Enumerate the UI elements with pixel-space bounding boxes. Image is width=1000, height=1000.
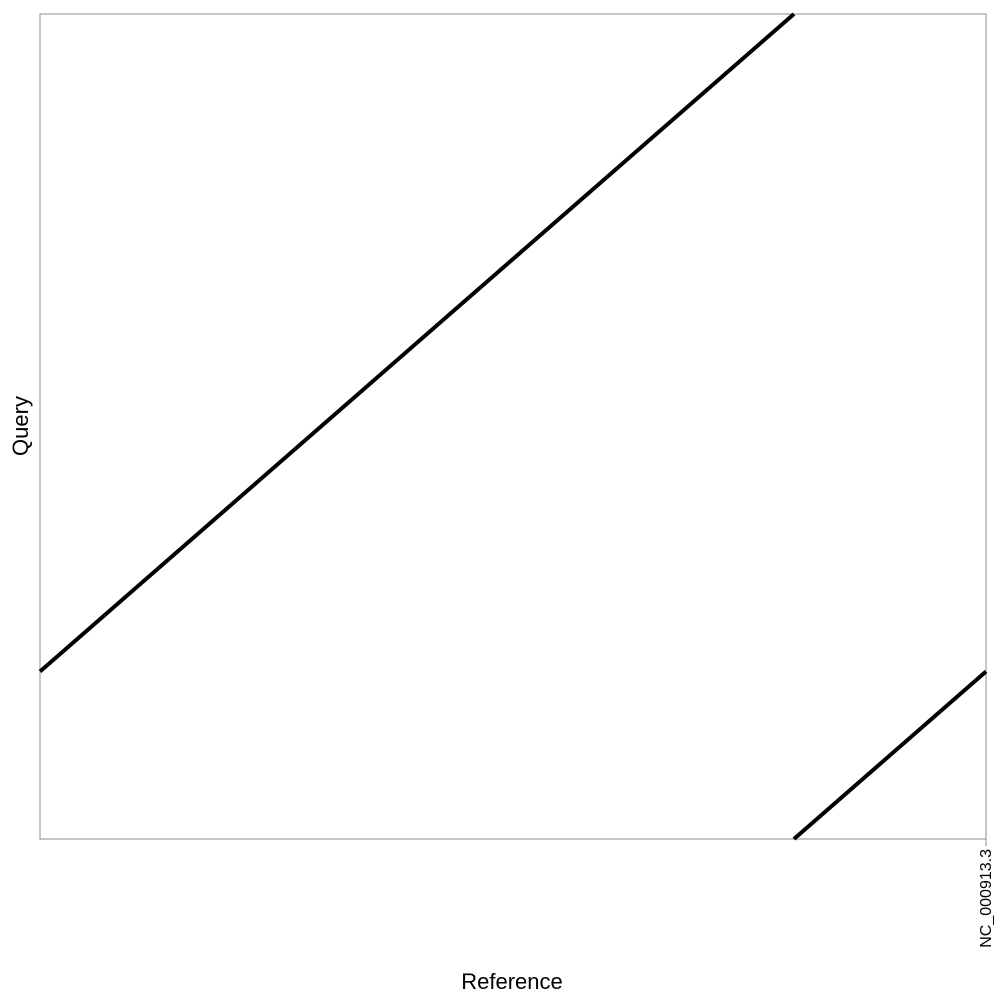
alignment-segment-1 [38,319,444,674]
x-axis-title: Reference [461,969,563,994]
series-layer [38,12,988,841]
alignment-segment-2 [440,12,796,323]
alignment-segment-3 [792,670,988,841]
y-axis-title: Query [8,396,33,456]
x-tick-label: NC_000913.3 [978,849,995,948]
plot-area-border [39,13,987,840]
x-axis-ticks: NC_000913.3 [978,839,995,948]
